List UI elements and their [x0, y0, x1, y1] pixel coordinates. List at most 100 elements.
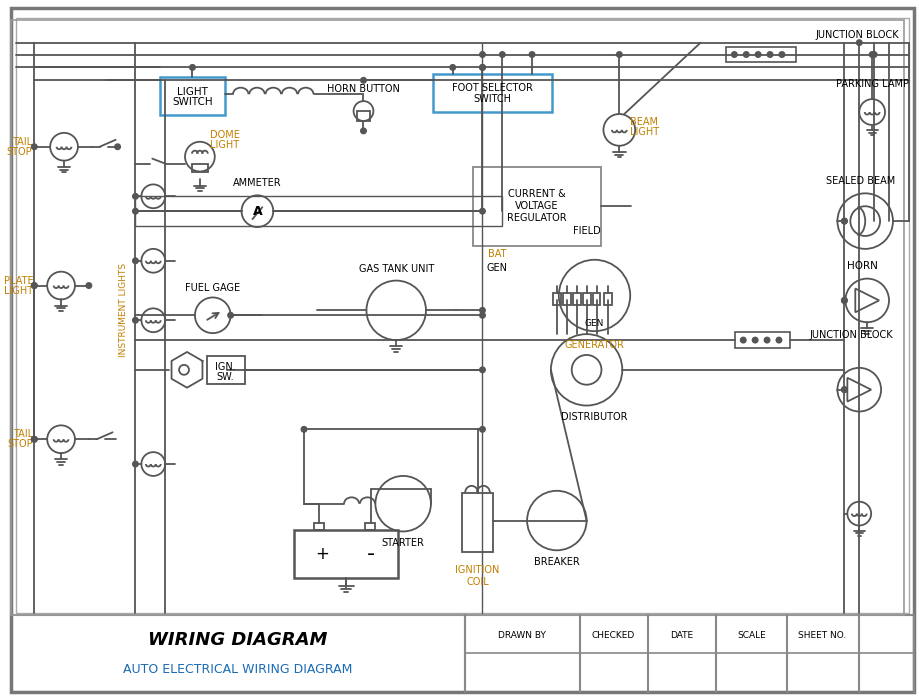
Bar [160, 77, 224, 115]
Circle shape [86, 283, 92, 288]
Circle shape [360, 78, 366, 83]
Bar [207, 356, 244, 384]
Text: SEALED BEAM: SEALED BEAM [824, 176, 894, 186]
Text: DRAWN BY: DRAWN BY [498, 631, 546, 640]
Text: FOOT SELECTOR: FOOT SELECTOR [451, 83, 532, 93]
Circle shape [856, 40, 861, 46]
Circle shape [132, 193, 138, 199]
Circle shape [479, 209, 484, 214]
Circle shape [754, 52, 760, 57]
Text: IGN.: IGN. [215, 362, 236, 372]
Circle shape [31, 437, 37, 442]
Text: IGNITION: IGNITION [455, 565, 499, 575]
Bar [313, 522, 323, 531]
Text: +: + [314, 545, 328, 564]
Text: HORN: HORN [845, 260, 877, 271]
Circle shape [132, 258, 138, 263]
Text: -: - [367, 545, 375, 564]
Text: STOP: STOP [6, 147, 32, 157]
Text: WIRING DIAGRAM: WIRING DIAGRAM [148, 631, 327, 648]
Bar [472, 167, 601, 246]
Text: VOLTAGE: VOLTAGE [515, 201, 558, 211]
Text: SHEET NO.: SHEET NO. [798, 631, 845, 640]
Bar [582, 293, 590, 305]
Bar [365, 522, 375, 531]
Bar [461, 493, 493, 552]
Bar [17, 18, 908, 612]
Text: SCALE: SCALE [737, 631, 766, 640]
Text: BEAM: BEAM [630, 117, 657, 127]
Circle shape [115, 144, 120, 150]
Bar [135, 196, 502, 226]
Circle shape [479, 312, 484, 318]
Circle shape [479, 367, 484, 372]
Text: FIELD: FIELD [573, 226, 600, 236]
Circle shape [841, 298, 846, 303]
Circle shape [479, 52, 484, 57]
Circle shape [31, 283, 37, 288]
Text: CHECKED: CHECKED [591, 631, 634, 640]
Text: PLATE: PLATE [4, 276, 33, 286]
Text: PARKING LAMP: PARKING LAMP [834, 79, 908, 90]
Circle shape [841, 218, 846, 224]
Bar [192, 164, 208, 172]
Circle shape [132, 461, 138, 467]
Text: CURRENT &: CURRENT & [507, 189, 565, 199]
Text: JUNCTION BLOCK: JUNCTION BLOCK [809, 330, 892, 340]
Text: TAIL: TAIL [12, 136, 32, 147]
Text: FUEL GAGE: FUEL GAGE [185, 283, 240, 293]
Text: LIGHT: LIGHT [5, 286, 33, 295]
Text: STOP: STOP [7, 439, 33, 449]
Bar [562, 293, 570, 305]
Bar [604, 293, 612, 305]
Circle shape [731, 52, 736, 57]
Text: COIL: COIL [466, 577, 488, 587]
Text: BAT: BAT [488, 248, 506, 259]
Text: LIGHT: LIGHT [176, 88, 208, 97]
Text: DISTRIBUTOR: DISTRIBUTOR [561, 412, 627, 422]
Circle shape [841, 387, 846, 393]
Circle shape [841, 387, 846, 393]
Circle shape [776, 337, 781, 343]
Text: SW.: SW. [217, 372, 234, 382]
Bar [294, 531, 398, 578]
Text: JUNCTION BLOCK: JUNCTION BLOCK [815, 29, 898, 40]
Circle shape [132, 318, 138, 323]
Text: GAS TANK UNIT: GAS TANK UNIT [358, 264, 434, 274]
Circle shape [740, 337, 745, 343]
Bar [573, 293, 580, 305]
Circle shape [479, 64, 484, 70]
Text: SWITCH: SWITCH [473, 94, 511, 104]
Text: SWITCH: SWITCH [172, 97, 212, 107]
Circle shape [766, 52, 772, 57]
Circle shape [778, 52, 784, 57]
Circle shape [616, 52, 621, 57]
Text: A: A [253, 204, 262, 218]
Circle shape [479, 426, 484, 432]
Text: LIGHT: LIGHT [629, 127, 658, 137]
Text: LIGHT: LIGHT [210, 140, 239, 150]
Bar [11, 20, 902, 615]
Circle shape [31, 144, 37, 150]
Circle shape [31, 283, 37, 288]
Circle shape [868, 52, 874, 57]
Circle shape [764, 337, 769, 343]
Bar [734, 332, 789, 348]
Circle shape [841, 218, 846, 224]
Bar [552, 293, 561, 305]
Text: TAIL: TAIL [13, 429, 33, 440]
Circle shape [528, 52, 534, 57]
Bar [11, 615, 913, 692]
Circle shape [743, 52, 748, 57]
Bar [357, 111, 370, 121]
Text: INSTRUMENT LIGHTS: INSTRUMENT LIGHTS [119, 263, 128, 358]
Text: GEN: GEN [486, 262, 507, 273]
Text: STARTER: STARTER [381, 538, 425, 548]
Circle shape [870, 52, 876, 57]
Text: GEN: GEN [584, 318, 604, 328]
Bar [592, 293, 600, 305]
Text: DOME: DOME [210, 130, 239, 140]
Circle shape [360, 128, 366, 134]
Circle shape [479, 64, 484, 70]
Circle shape [132, 209, 138, 214]
